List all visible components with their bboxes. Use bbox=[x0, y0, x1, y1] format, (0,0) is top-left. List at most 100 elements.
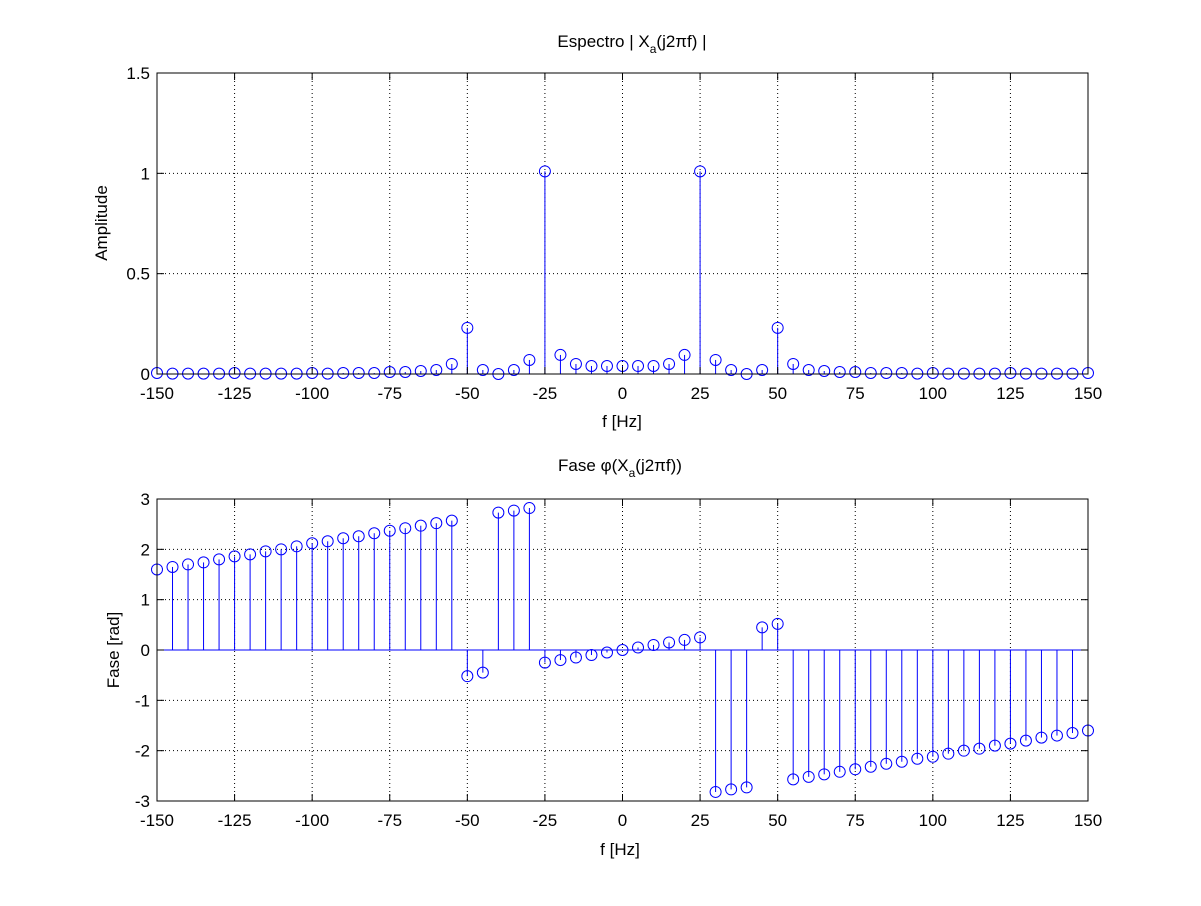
amplitude-stem-marker bbox=[678, 348, 691, 361]
amplitude-stem-marker bbox=[600, 359, 613, 372]
amplitude-yticks: 0 0.5 1 1.5 bbox=[126, 64, 1088, 384]
amplitude-ylabel: Amplitude bbox=[92, 185, 111, 261]
amplitude-xtick-label: 125 bbox=[996, 384, 1024, 403]
phase-stem-marker bbox=[880, 757, 893, 770]
phase-stem-marker bbox=[337, 532, 350, 545]
phase-xtick-label: -100 bbox=[295, 811, 329, 830]
phase-stem-marker bbox=[973, 742, 986, 755]
phase-stem-marker bbox=[895, 755, 908, 768]
amplitude-stem-marker bbox=[725, 363, 738, 376]
amplitude-xtick-label: -75 bbox=[377, 384, 402, 403]
phase-stem-marker bbox=[1019, 734, 1032, 747]
amplitude-stem-marker bbox=[523, 353, 536, 366]
amplitude-stem-marker bbox=[414, 364, 427, 377]
amplitude-xtick-label: -125 bbox=[218, 384, 252, 403]
amplitude-stem-marker bbox=[632, 359, 645, 372]
amplitude-xtick-label: -100 bbox=[295, 384, 329, 403]
phase-stem-marker bbox=[352, 530, 365, 543]
phase-stem-marker bbox=[849, 763, 862, 776]
phase-stem-marker bbox=[740, 781, 753, 794]
amplitude-xticks: -150 -125 -100 -75 -50 -25 0 25 50 75 100 125 150 bbox=[140, 73, 1102, 403]
amplitude-subplot: Espectro | Xa(j2πf) | Amplitude f [Hz] -… bbox=[92, 32, 1102, 431]
amplitude-title: Espectro | Xa(j2πf) | bbox=[557, 32, 706, 56]
phase-stem-marker bbox=[461, 670, 474, 683]
phase-stem-marker bbox=[399, 522, 412, 535]
amplitude-stem-marker bbox=[880, 366, 893, 379]
amplitude-stem-marker bbox=[818, 364, 831, 377]
phase-stems bbox=[151, 502, 1094, 798]
phase-subplot: Fase φ(Xa(j2πf)) Fase [rad] f [Hz] -150-… bbox=[104, 456, 1102, 859]
phase-xtick-label: 150 bbox=[1074, 811, 1102, 830]
phase-stem-marker bbox=[290, 540, 303, 553]
amplitude-stem-marker bbox=[445, 357, 458, 370]
amplitude-stem-marker bbox=[833, 365, 846, 378]
phase-ytick-label: 2 bbox=[141, 540, 150, 559]
phase-stem-marker bbox=[197, 556, 210, 569]
amplitude-stem-marker bbox=[663, 357, 676, 370]
phase-stem-marker bbox=[244, 548, 257, 561]
phase-stem-marker bbox=[942, 747, 955, 760]
amplitude-ytick-label: 1.5 bbox=[126, 64, 150, 83]
amplitude-ytick-label: 1 bbox=[141, 164, 150, 183]
phase-stem-marker bbox=[771, 617, 784, 630]
phase-stem-marker bbox=[756, 621, 769, 634]
phase-stem-marker bbox=[507, 504, 520, 517]
phase-xtick-label: 75 bbox=[846, 811, 865, 830]
phase-stem-marker bbox=[709, 785, 722, 798]
phase-title: Fase φ(Xa(j2πf)) bbox=[558, 456, 682, 480]
phase-xtick-label: -50 bbox=[455, 811, 480, 830]
phase-stem-marker bbox=[802, 770, 815, 783]
phase-xtick-label: -25 bbox=[533, 811, 558, 830]
phase-stem-marker bbox=[787, 773, 800, 786]
amplitude-stem-marker bbox=[802, 363, 815, 376]
phase-stem-marker bbox=[538, 656, 551, 669]
phase-stem-marker bbox=[694, 631, 707, 644]
phase-stem-marker bbox=[383, 524, 396, 537]
phase-stem-marker bbox=[414, 519, 427, 532]
phase-stem-marker bbox=[1066, 727, 1079, 740]
phase-stem-marker bbox=[321, 535, 334, 548]
amplitude-xtick-label: -150 bbox=[140, 384, 174, 403]
phase-stem-marker bbox=[476, 666, 489, 679]
phase-ytick-label: 0 bbox=[141, 641, 150, 660]
amplitude-stem-marker bbox=[849, 365, 862, 378]
phase-stem-marker bbox=[182, 558, 195, 571]
phase-stem-marker bbox=[445, 514, 458, 527]
amplitude-stem-marker bbox=[569, 357, 582, 370]
amplitude-stem-marker bbox=[507, 363, 520, 376]
phase-yticks: -3 -2 -1 0 1 2 3 bbox=[135, 490, 1088, 811]
phase-stem-marker bbox=[833, 765, 846, 778]
phase-ytick-label: -3 bbox=[135, 792, 150, 811]
phase-stem-marker bbox=[1035, 731, 1048, 744]
phase-stem-marker bbox=[585, 649, 598, 662]
amplitude-stem-marker bbox=[430, 363, 443, 376]
amplitude-stem-marker bbox=[399, 365, 412, 378]
amplitude-stem-marker bbox=[709, 353, 722, 366]
amplitude-stem-marker bbox=[337, 366, 350, 379]
amplitude-stem-marker bbox=[895, 366, 908, 379]
amplitude-stem-marker bbox=[756, 363, 769, 376]
phase-stem-marker bbox=[213, 553, 226, 566]
phase-stem-marker bbox=[368, 527, 381, 540]
phase-stem-marker bbox=[725, 783, 738, 796]
phase-stem-marker bbox=[523, 502, 536, 515]
phase-ytick-label: -1 bbox=[135, 691, 150, 710]
amplitude-xtick-label: 75 bbox=[846, 384, 865, 403]
amplitude-plot-frame bbox=[156, 72, 1089, 375]
amplitude-xtick-label: -50 bbox=[455, 384, 480, 403]
phase-xticks: -150 -125 -100 -75 -50 -25 0 25 50 75 100 125 150 bbox=[140, 499, 1102, 830]
phase-xtick-label: -150 bbox=[140, 811, 174, 830]
phase-stem-marker bbox=[569, 651, 582, 664]
phase-stem-marker bbox=[275, 543, 288, 556]
phase-stem-marker bbox=[663, 636, 676, 649]
amplitude-stem-marker bbox=[352, 366, 365, 379]
phase-stem-marker bbox=[678, 633, 691, 646]
phase-xtick-label: 25 bbox=[691, 811, 710, 830]
phase-stem-marker bbox=[818, 768, 831, 781]
phase-stem-marker bbox=[430, 517, 443, 530]
amplitude-xtick-label: 150 bbox=[1074, 384, 1102, 403]
phase-stem-marker bbox=[926, 750, 939, 763]
amplitude-stem-marker bbox=[864, 366, 877, 379]
